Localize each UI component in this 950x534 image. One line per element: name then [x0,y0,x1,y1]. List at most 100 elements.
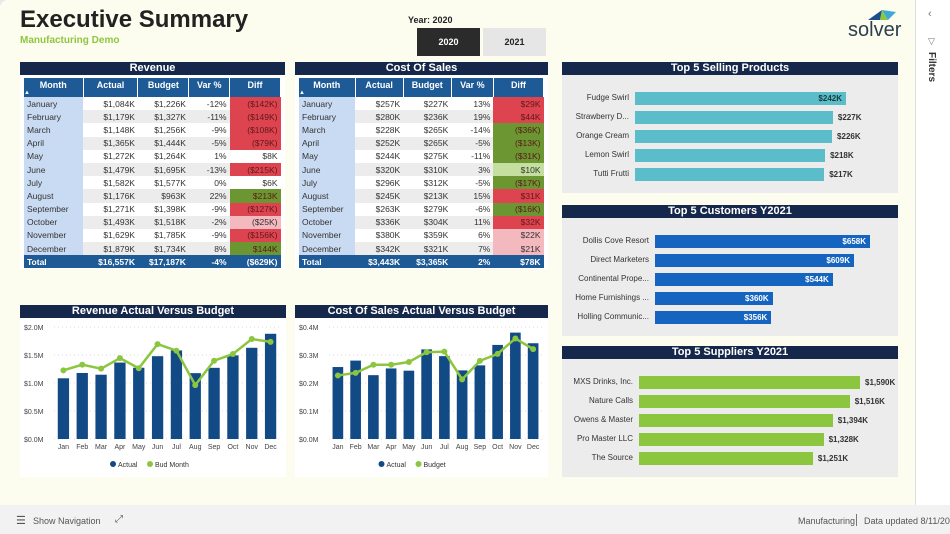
budget-point[interactable] [370,361,377,368]
bar-item[interactable]: Continental Prope... $544K [578,273,833,286]
column-header-var[interactable]: Var % [451,78,494,97]
column-header-budget[interactable]: Budget [137,78,190,97]
bar-item[interactable]: Owens & Master $1,394K [574,414,868,427]
column-header-var[interactable]: Var % [188,78,231,97]
bar-actual[interactable] [527,343,539,439]
column-header-actual[interactable]: Actual [355,78,404,97]
column-header-budget[interactable]: Budget [403,78,452,97]
bar-item[interactable]: Nature Calls $1,516K [589,395,885,408]
bar-item[interactable]: Holling Communic... $356K [577,311,772,324]
budget-point[interactable] [405,359,412,365]
bar-actual[interactable] [439,356,450,439]
bar-actual[interactable] [421,349,432,439]
budget-point[interactable] [79,361,86,368]
bar-actual[interactable] [264,333,277,439]
bar-actual[interactable] [246,347,258,439]
sort-asc-icon[interactable]: ▲ [24,90,30,96]
budget-point[interactable] [334,372,341,379]
total-var-cell: 2% [451,255,494,269]
bar-actual[interactable] [368,375,379,439]
column-header-actual[interactable]: Actual [83,78,139,97]
budget-point[interactable] [388,361,395,368]
bar-item[interactable]: Strawberry D... $227K [576,111,861,124]
bar-item[interactable]: Orange Cream $226K [576,130,861,143]
bar-actual[interactable] [151,356,164,439]
budget-point[interactable] [352,369,359,376]
budget-point[interactable] [441,348,448,355]
column-header-month[interactable]: Month ▲ [24,78,84,97]
bar-actual[interactable] [227,355,239,439]
budget-point[interactable] [60,367,67,374]
month-cell: February [299,110,356,124]
var-cell: -11% [188,110,230,124]
bar-actual[interactable] [350,360,361,439]
bar-actual[interactable] [403,370,415,439]
actual-cell: $1,084K [103,98,135,109]
bar-actual[interactable] [76,372,88,439]
revenue-chart: $0.0M $0.5M $1.0M $1.5M $2.0M Jan Feb Mar Apr May… [24,325,280,469]
y-tick-label: $1.0M [24,381,44,388]
column-header-month[interactable]: Month ▲ [299,78,356,97]
month-cell: July [24,176,84,190]
budget-point[interactable] [530,346,537,353]
diff-cell: ($142K) [229,97,281,111]
bar-actual[interactable] [456,370,468,439]
fit-page-icon[interactable]: ⤢ [115,514,123,525]
actual-cell: $245K [355,189,404,203]
bar-actual[interactable] [332,367,344,439]
year-2021-button[interactable]: 2021 [483,28,546,56]
bar-actual[interactable] [385,368,397,439]
show-navigation-button[interactable]: Show Navigation [33,516,101,526]
bar-actual[interactable] [57,378,70,439]
table-header-row: Month ▲ Actual Budget Var % Diff [24,78,281,97]
bar-actual[interactable] [114,362,126,439]
filters-label[interactable]: Filters [926,52,937,83]
column-header-diff[interactable]: Diff [493,78,545,97]
column-header-diff[interactable]: Diff [229,78,281,97]
bar-actual[interactable] [510,332,521,439]
bar-actual[interactable] [95,374,107,439]
budget-point[interactable] [494,350,501,357]
budget-point[interactable] [154,341,161,348]
budget-point[interactable] [459,376,466,383]
budget-point[interactable] [267,338,274,345]
bar-actual[interactable] [133,367,145,439]
budget-point[interactable] [211,357,218,364]
bar-item[interactable]: Lemon Swirl $218K [585,149,854,162]
budget-point[interactable] [116,355,123,362]
year-2020-button[interactable]: 2020 [417,28,480,56]
budget-point[interactable] [98,365,105,372]
budget-point[interactable] [173,347,180,354]
x-tick-label: Apr [114,444,126,451]
filters-pane[interactable]: ‹ ▽ Filters [915,0,950,505]
bar-item[interactable]: Tutti Frutti $217K [593,168,853,181]
hamburger-icon[interactable]: ☰ [16,515,26,527]
month-cell: May [299,149,356,163]
bar-actual[interactable] [189,373,201,439]
bar-actual[interactable] [492,344,503,439]
bar-item[interactable]: Dollis Cove Resort $658K [583,235,870,248]
sort-asc-icon[interactable]: ▲ [299,90,305,96]
bar-item[interactable]: MXS Drinks, Inc. $1,590K [573,376,895,389]
bar-actual[interactable] [208,367,220,439]
budget-point[interactable] [135,365,142,372]
bar-item[interactable]: The Source $1,251K [592,452,848,465]
budget-point[interactable] [423,349,430,356]
bar-item[interactable]: Pro Master LLC $1,328K [577,433,859,446]
bar-item[interactable]: Fudge Swirl $242K [587,92,846,105]
budget-point[interactable] [476,357,483,364]
bar-actual[interactable] [170,350,183,439]
budget-cell: $1,327K [137,110,189,124]
var-cell: -5% [188,136,230,150]
total-actual-cell: $3,443K [355,255,404,269]
budget-point[interactable] [248,336,255,343]
actual-cell: $1,629K [103,230,135,241]
budget-point[interactable] [192,382,199,389]
collapse-chevron-icon[interactable]: ‹ [928,8,932,20]
bar-item[interactable]: Home Furnishings ... $360K [575,292,773,305]
bar-actual[interactable] [474,365,486,439]
bar-item[interactable]: Direct Marketers $609K [590,254,854,267]
x-tick-label: Nov [246,444,259,451]
budget-point[interactable] [512,335,519,342]
budget-point[interactable] [229,350,236,357]
